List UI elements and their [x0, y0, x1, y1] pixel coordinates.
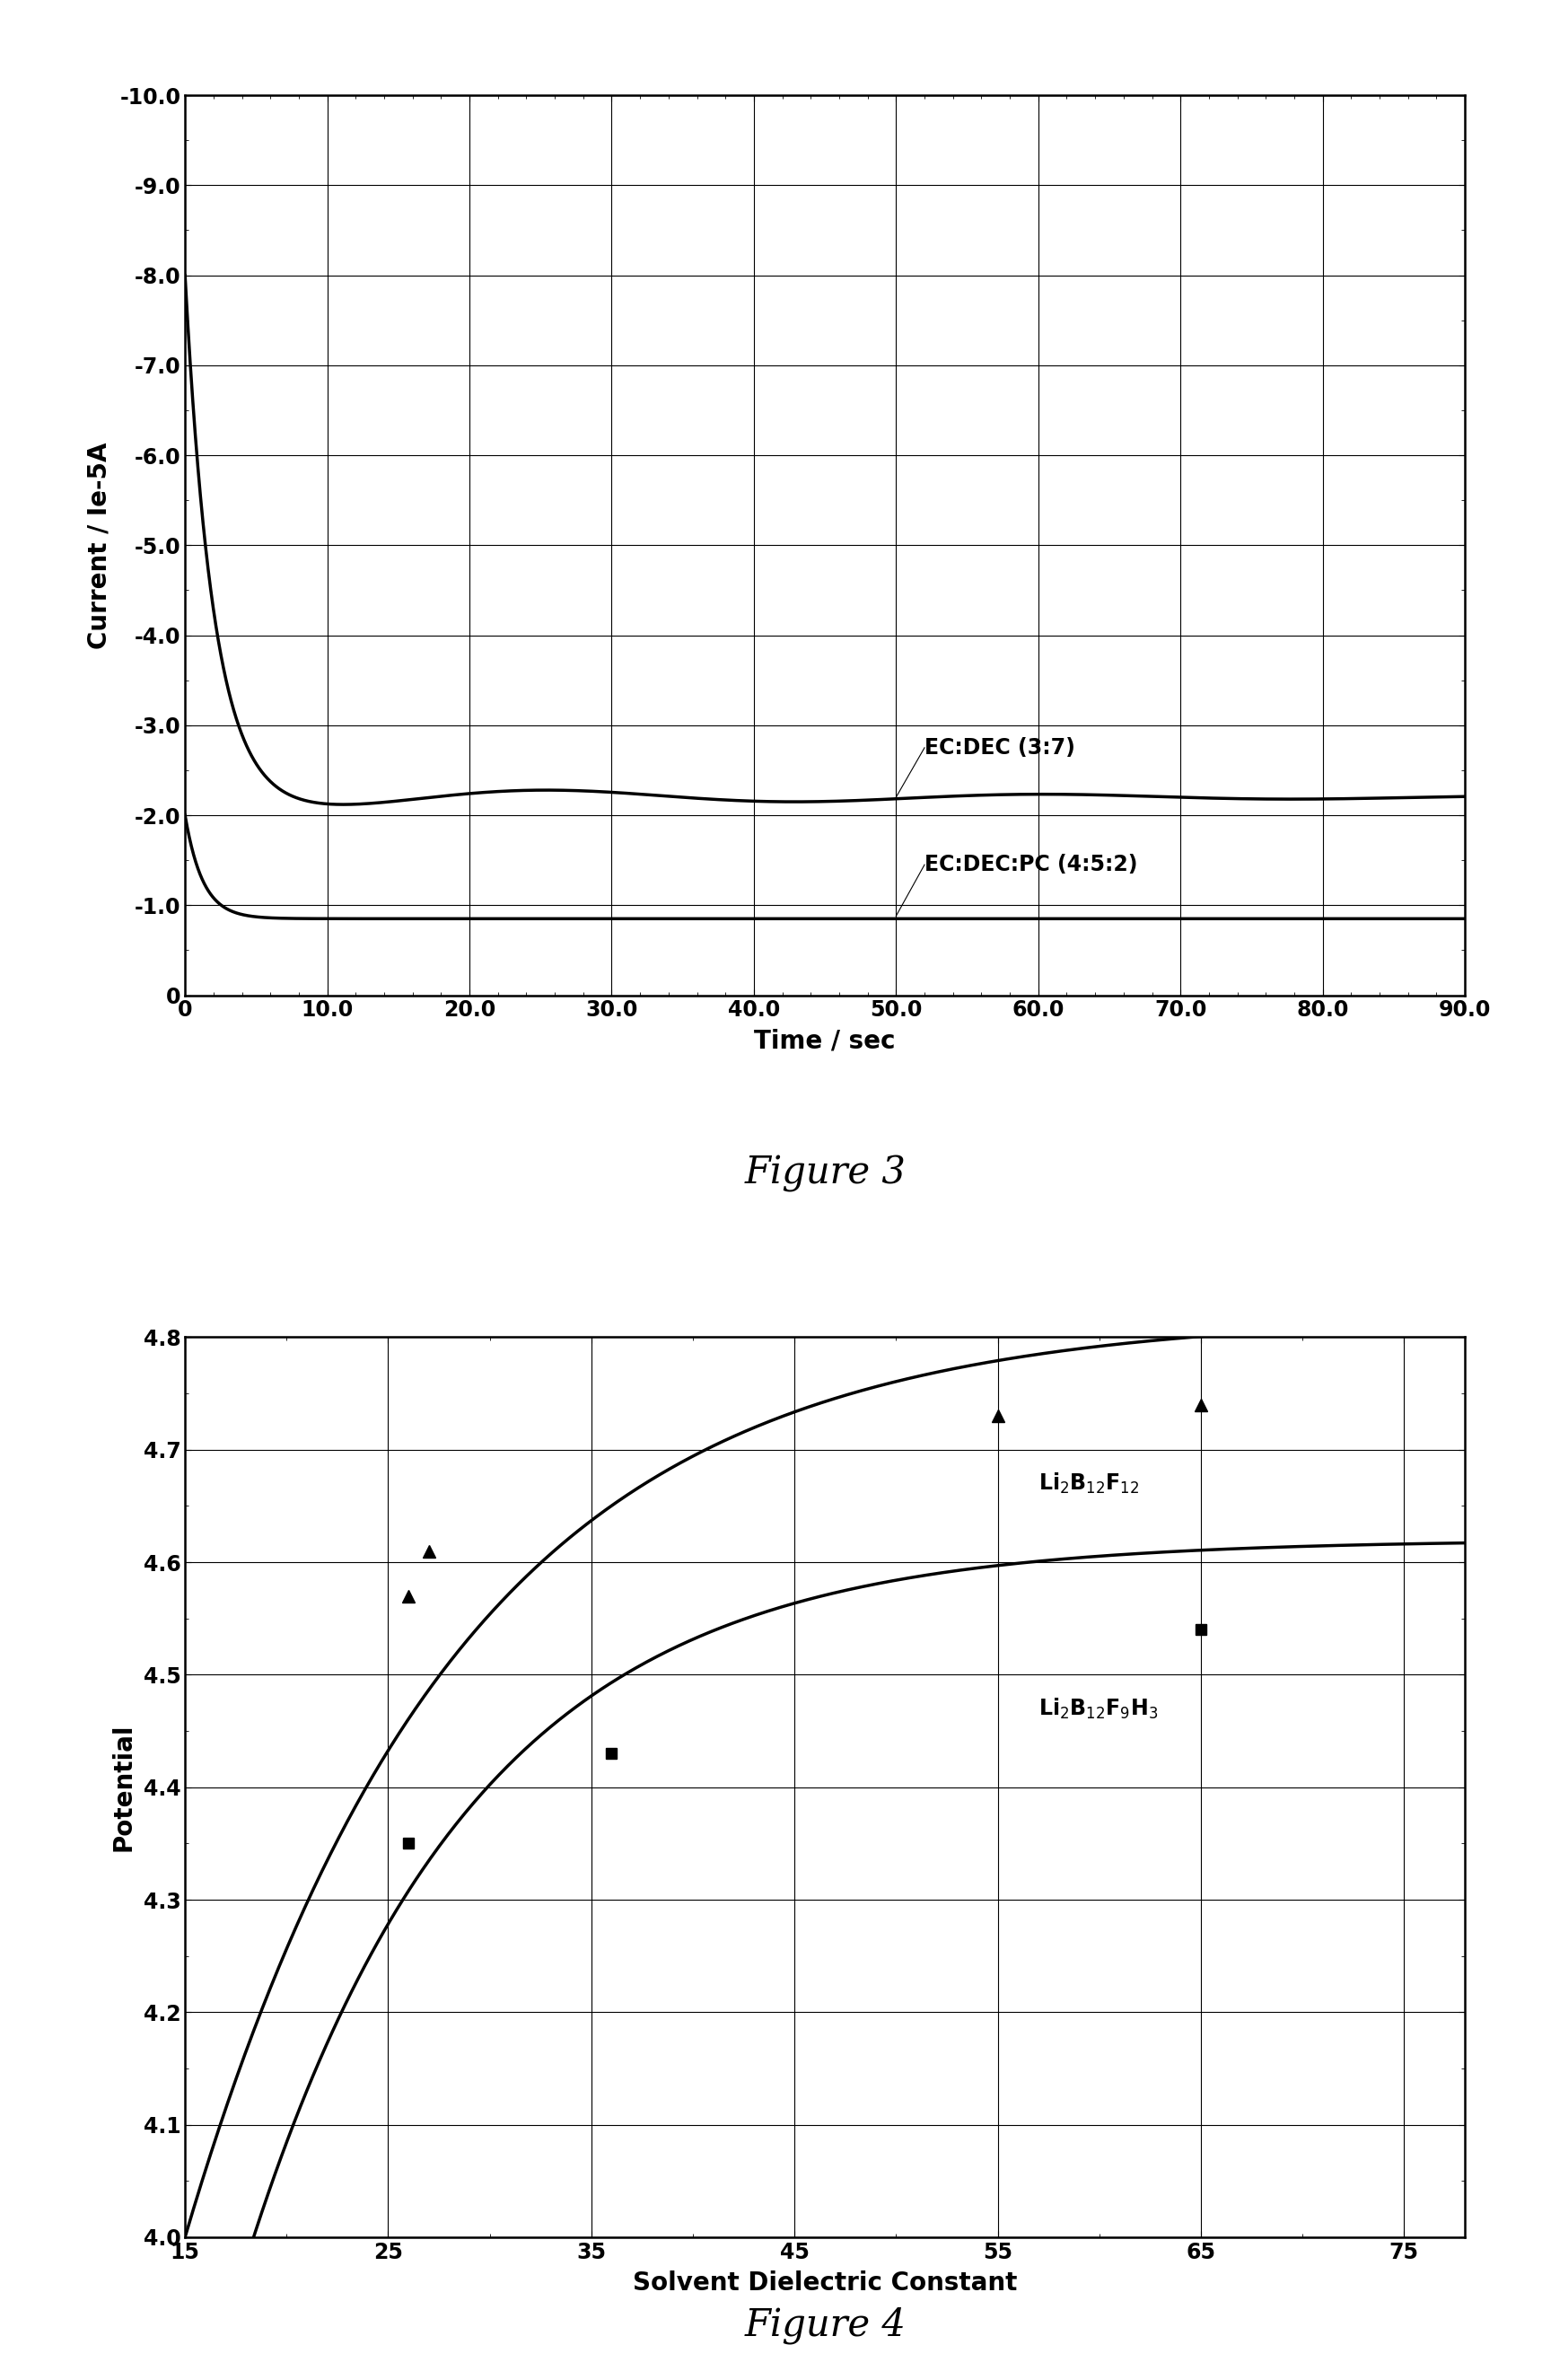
Text: Li$_2$B$_{12}$F$_{12}$: Li$_2$B$_{12}$F$_{12}$ — [1038, 1471, 1140, 1495]
Text: Figure 3: Figure 3 — [745, 1154, 905, 1192]
Text: EC:DEC (3:7): EC:DEC (3:7) — [925, 738, 1075, 759]
Text: Figure 4: Figure 4 — [745, 2306, 905, 2344]
X-axis label: Solvent Dielectric Constant: Solvent Dielectric Constant — [632, 2271, 1018, 2297]
Y-axis label: Potential: Potential — [111, 1723, 136, 1852]
Text: EC:DEC:PC (4:5:2): EC:DEC:PC (4:5:2) — [925, 854, 1138, 876]
Text: Li$_2$B$_{12}$F$_9$H$_3$: Li$_2$B$_{12}$F$_9$H$_3$ — [1038, 1697, 1158, 1721]
X-axis label: Time / sec: Time / sec — [754, 1028, 896, 1054]
Y-axis label: Current / Ie-5A: Current / Ie-5A — [86, 443, 113, 650]
